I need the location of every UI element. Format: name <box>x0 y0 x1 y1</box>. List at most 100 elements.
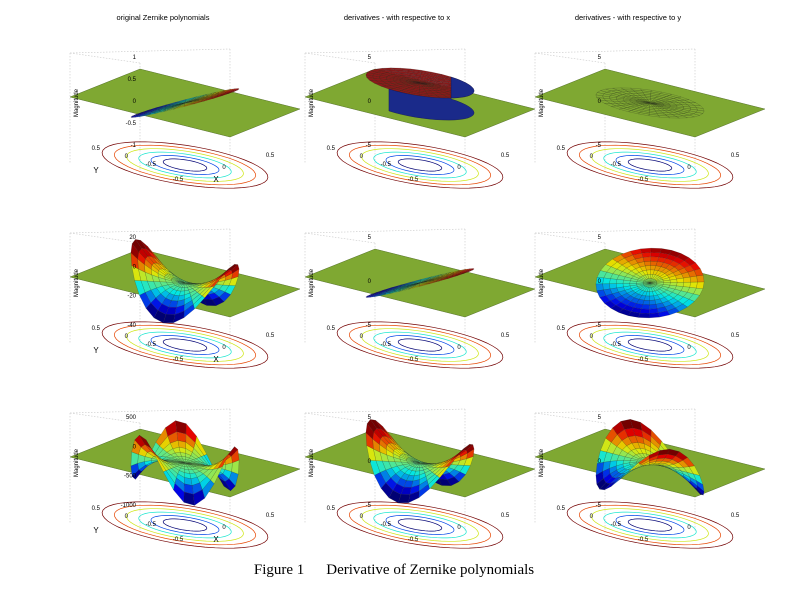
contour-line <box>150 155 220 175</box>
contour-line <box>397 518 443 532</box>
y-axis-label: Y <box>93 526 99 535</box>
contour-line <box>578 324 722 366</box>
z-tick-label: -0.5 <box>126 121 137 127</box>
z-tick-label: 5 <box>598 55 602 61</box>
y-tick-label: 0.5 <box>92 506 101 512</box>
z-axis-label: Magnitude <box>74 88 80 117</box>
x-tick-label: 0.5 <box>501 153 510 159</box>
surface-panel: 500 0 -500 -1000 Magnitude 0.5 0 -0.5 -0.5 0 0.5 X Y <box>69 408 301 549</box>
contour-line <box>138 151 232 179</box>
x-tick-label: 0 <box>457 345 461 351</box>
y-tick-label: 0 <box>360 514 364 520</box>
z-tick-label: 0 <box>368 279 372 285</box>
contour-line <box>566 141 734 189</box>
y-tick-label: 0.5 <box>327 146 336 152</box>
contour-line <box>373 151 467 179</box>
contour-line <box>361 148 479 182</box>
contour-line <box>126 508 244 542</box>
contour-line <box>126 328 244 362</box>
z-tick-label: 0 <box>368 99 372 105</box>
z-tick-label: -5 <box>366 323 372 329</box>
contour-line <box>348 504 492 546</box>
y-tick-label: 0.5 <box>327 506 336 512</box>
contour-floor <box>566 321 734 369</box>
x-axis-label: X <box>213 535 219 544</box>
z-tick-label: 0 <box>598 99 602 105</box>
z-axis-label: Magnitude <box>309 268 315 297</box>
contour-line <box>385 515 455 535</box>
y-axis-label: Y <box>93 166 99 175</box>
z-axis-label: Magnitude <box>539 88 545 117</box>
z-tick-label: 5 <box>368 55 372 61</box>
contour-floor <box>101 141 269 189</box>
y-axis-label: Y <box>93 346 99 355</box>
x-axis-label: X <box>213 355 219 364</box>
z-axis-label: Magnitude <box>309 88 315 117</box>
y-tick-label: -0.5 <box>146 162 157 168</box>
x-tick-label: -0.5 <box>408 357 419 363</box>
y-tick-label: -0.5 <box>381 522 392 528</box>
contour-floor <box>336 141 504 189</box>
z-tick-label: -5 <box>366 143 372 149</box>
x-tick-label: 0.5 <box>501 513 510 519</box>
z-axis-label: Magnitude <box>74 268 80 297</box>
z-tick-label: -1000 <box>121 503 137 509</box>
caption-label: Figure 1 <box>253 562 305 578</box>
contour-line <box>627 158 673 172</box>
x-tick-label: -0.5 <box>638 357 649 363</box>
x-tick-label: 0 <box>687 345 691 351</box>
contour-line <box>101 141 269 189</box>
y-tick-label: 0 <box>125 334 129 340</box>
contour-line <box>336 141 504 189</box>
x-tick-label: 0.5 <box>731 513 740 519</box>
contour-line <box>361 328 479 362</box>
contour-line <box>113 504 257 546</box>
column-title-dx: derivatives - with respective to x <box>344 13 451 22</box>
z-tick-label: -5 <box>596 323 602 329</box>
surface-mesh <box>595 419 705 496</box>
y-tick-label: 0.5 <box>327 326 336 332</box>
x-tick-label: 0 <box>222 345 226 351</box>
z-axis-label: Magnitude <box>74 448 80 477</box>
x-tick-label: -0.5 <box>173 357 184 363</box>
x-tick-label: 0.5 <box>266 333 275 339</box>
contour-line <box>373 331 467 359</box>
contour-line <box>615 515 685 535</box>
contour-line <box>385 335 455 355</box>
x-tick-label: 0.5 <box>501 333 510 339</box>
contour-line <box>336 321 504 369</box>
contour-floor <box>566 501 734 549</box>
surface-mesh <box>595 248 705 318</box>
contour-line <box>397 158 443 172</box>
z-tick-label: -1 <box>131 143 137 149</box>
figure-caption: Figure 1 Derivative of Zernike polynomial… <box>0 562 788 579</box>
x-tick-label: 0.5 <box>731 333 740 339</box>
contour-line <box>162 518 208 532</box>
x-tick-label: 0.5 <box>266 513 275 519</box>
y-tick-label: 0.5 <box>557 326 566 332</box>
x-tick-label: -0.5 <box>408 537 419 543</box>
x-tick-label: 0 <box>687 525 691 531</box>
x-tick-label: 0 <box>687 165 691 171</box>
y-tick-label: -0.5 <box>611 162 622 168</box>
contour-line <box>591 508 709 542</box>
y-tick-label: 0.5 <box>92 326 101 332</box>
column-title-dy: derivatives - with respective to y <box>575 13 682 22</box>
contour-line <box>591 328 709 362</box>
contour-line <box>591 148 709 182</box>
column-titles: original Zernike polynomials derivatives… <box>117 13 682 22</box>
contour-line <box>615 155 685 175</box>
column-title-original: original Zernike polynomials <box>117 13 210 22</box>
y-tick-label: -0.5 <box>611 522 622 528</box>
contour-line <box>566 321 734 369</box>
drum-side <box>388 76 475 121</box>
contour-line <box>101 321 269 369</box>
z-tick-label: 5 <box>598 415 602 421</box>
contour-floor <box>336 321 504 369</box>
y-tick-label: 0.5 <box>92 146 101 152</box>
contour-line <box>627 338 673 352</box>
contour-floor <box>101 321 269 369</box>
contour-line <box>162 338 208 352</box>
